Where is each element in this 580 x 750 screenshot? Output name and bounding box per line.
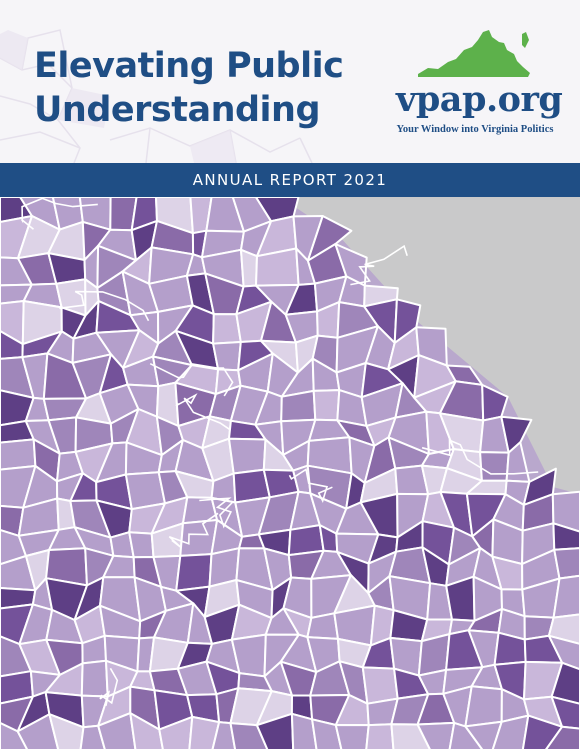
precinct: [0, 721, 29, 750]
precinct: [553, 547, 580, 580]
precinct: [48, 713, 85, 750]
precinct: [547, 634, 580, 671]
banner-text: ANNUAL REPORT 2021: [192, 171, 388, 189]
precinct: [311, 718, 343, 750]
precinct: [464, 685, 503, 728]
precinct-boundary: [288, 468, 333, 504]
precinct: [491, 714, 530, 750]
precinct-boundary: [350, 244, 408, 286]
precinct-boundary: [199, 497, 234, 529]
precinct: [552, 574, 580, 619]
precinct-boundary: [149, 362, 234, 397]
precinct: [547, 613, 580, 645]
logo-wordmark: vpap.org: [396, 79, 563, 120]
precinct: [448, 721, 484, 750]
vpap-logo: vpap.org Your Window into Virginia Polit…: [396, 28, 563, 140]
page-title: Elevating Public Understanding: [34, 44, 344, 132]
precinct: [16, 713, 60, 750]
precinct: [158, 715, 194, 750]
precinct: [212, 341, 242, 372]
precinct: [255, 712, 295, 750]
precinct: [493, 631, 527, 666]
precinct: [521, 714, 564, 750]
cover-header: Elevating Public Understanding vpap.org …: [0, 0, 580, 163]
precinct: [175, 553, 213, 592]
precinct: [550, 695, 580, 730]
precinct: [129, 712, 164, 750]
precinct: [97, 712, 137, 750]
annual-report-banner: ANNUAL REPORT 2021: [0, 163, 580, 197]
precinct: [334, 724, 370, 750]
precinct: [544, 725, 580, 750]
precinct-map-svg: [0, 197, 580, 750]
precinct: [290, 712, 318, 750]
precinct: [551, 490, 580, 533]
title-line-2: Understanding: [34, 90, 321, 130]
title-line-1: Elevating Public: [34, 46, 344, 86]
header-background-map: [0, 29, 313, 163]
precinct: [361, 666, 399, 705]
logo-tagline: Your Window into Virginia Politics: [396, 124, 554, 135]
precinct-map: [0, 197, 580, 750]
precinct: [365, 723, 395, 750]
precinct: [211, 721, 237, 750]
precinct: [479, 451, 510, 482]
precinct: [416, 721, 456, 750]
precinct: [188, 715, 221, 750]
precinct: [552, 522, 580, 551]
precinct: [550, 661, 580, 705]
precinct: [280, 389, 317, 423]
precinct: [128, 531, 155, 559]
precinct-boundary: [175, 393, 231, 431]
precinct: [312, 389, 341, 422]
precinct-boundary: [168, 512, 219, 548]
precinct-boundary: [421, 438, 539, 475]
precinct: [80, 659, 109, 698]
virginia-state-icon: [418, 30, 530, 77]
precinct: [240, 248, 258, 288]
precinct: [0, 438, 37, 471]
precinct: [464, 720, 503, 750]
precinct: [306, 612, 339, 640]
precinct-boundary: [59, 290, 150, 322]
precinct-boundary: [20, 197, 98, 230]
precinct-boundary: [99, 667, 119, 706]
precinct: [228, 437, 267, 475]
